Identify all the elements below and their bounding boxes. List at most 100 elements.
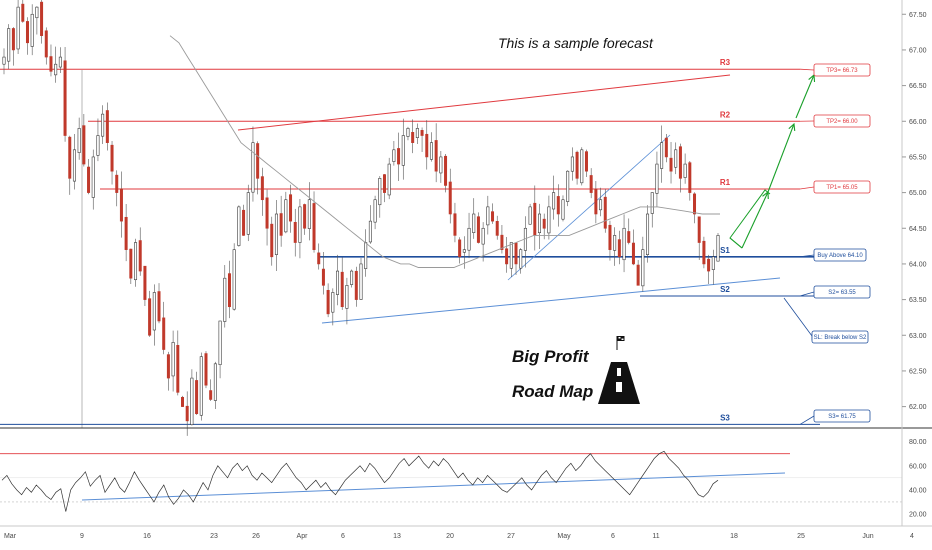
candle-body	[636, 264, 640, 286]
candle-body	[7, 28, 11, 62]
time-tick-label: 11	[652, 533, 659, 540]
candle-body	[303, 204, 307, 229]
candle-body	[185, 405, 189, 422]
candle-body	[533, 202, 537, 236]
candle-body	[58, 56, 62, 68]
candle-body	[204, 353, 208, 386]
level-label-r2: R2	[720, 110, 731, 119]
candle-body	[11, 28, 15, 51]
candle-body	[580, 149, 584, 184]
candle-body	[321, 268, 325, 286]
candle-body	[162, 317, 166, 350]
candle-body	[458, 239, 462, 258]
rising-channel-trendline	[507, 134, 671, 281]
candle-body	[528, 206, 532, 225]
candle-body	[199, 356, 203, 416]
time-tick-label: Apr	[297, 533, 309, 540]
road-icon	[598, 362, 640, 404]
level-label-s1: S1	[720, 246, 730, 255]
level-label-r1: R1	[720, 178, 731, 187]
price-tick-label: 67.00	[909, 47, 927, 54]
candle-body	[495, 221, 499, 236]
forecast-arrow-tp2	[767, 123, 795, 193]
candle-body	[434, 140, 438, 172]
candle-body	[345, 285, 349, 309]
candle-body	[190, 377, 194, 425]
candle-body	[284, 199, 288, 233]
rsi-tick-label: 40.00	[909, 487, 927, 494]
candle-body	[129, 248, 133, 279]
candle-body	[509, 242, 513, 269]
price-tick-label: 62.50	[909, 368, 927, 375]
candle-body	[561, 199, 565, 220]
callout-label-r2: TP2= 66.00	[826, 119, 858, 125]
candle-body	[350, 270, 354, 285]
candle-body	[401, 135, 405, 166]
candle-body	[354, 270, 358, 300]
candle-body	[364, 242, 368, 269]
candle-body	[209, 390, 213, 400]
candle-body	[486, 206, 490, 226]
level-label-r3: R3	[720, 58, 731, 67]
level-label-s2: S2	[720, 285, 730, 294]
candle-body	[251, 142, 255, 193]
lower-support-trendline	[321, 277, 781, 324]
brand-block: This is a sample forecast Big Profit Roa…	[498, 35, 654, 404]
candle-body	[439, 156, 443, 174]
callout-label-r3: TP3= 66.73	[826, 68, 858, 74]
candle-body	[448, 181, 452, 215]
candle-body	[669, 157, 673, 172]
candle-body	[660, 142, 664, 169]
candle-body	[500, 234, 504, 250]
candle-body	[298, 206, 302, 243]
candle-body	[166, 354, 170, 379]
candle-body	[415, 128, 419, 138]
candle-body	[397, 148, 401, 165]
candle-body	[542, 218, 546, 229]
candle-body	[575, 151, 579, 179]
time-tick-label: Jun	[862, 533, 873, 540]
price-tick-label: 64.00	[909, 261, 927, 268]
time-tick-label: 18	[730, 533, 738, 540]
candle-body	[711, 256, 715, 270]
candle-body	[105, 110, 109, 143]
candle-body	[519, 249, 523, 269]
forecast-path	[729, 189, 771, 249]
candle-body	[584, 151, 588, 172]
candle-body	[476, 216, 480, 243]
brand-line-2: Road Map	[512, 382, 593, 401]
support-resistance-levels: R3 R2 R1 S1 S2 S3	[0, 58, 820, 425]
time-tick-label: 6	[611, 533, 615, 540]
time-tick-label: 27	[507, 533, 515, 540]
candle-body	[148, 298, 152, 336]
candle-body	[270, 223, 274, 258]
candle-body	[96, 135, 100, 156]
time-tick-label: 6	[341, 533, 345, 540]
candle-body	[274, 213, 278, 255]
candle-body	[537, 213, 541, 234]
forecast-arrows	[729, 73, 816, 249]
rsi-trendline	[81, 472, 786, 501]
time-tick-label: 9	[80, 533, 84, 540]
candle-body	[77, 128, 81, 153]
candle-body	[119, 188, 123, 222]
candle-body	[631, 242, 635, 265]
brand-line-1: Big Profit	[512, 347, 590, 366]
candle-body	[181, 396, 185, 407]
candle-body	[134, 242, 138, 281]
callout-box	[813, 114, 871, 128]
candle-body	[664, 137, 668, 158]
forecast-arrow-tp3	[795, 74, 815, 119]
candle-body	[683, 163, 687, 178]
callout-pointer	[799, 291, 815, 297]
candle-body	[617, 239, 621, 258]
forecast-arrow-tp1	[741, 191, 769, 249]
candle-body	[603, 196, 607, 229]
candle-body	[87, 166, 91, 193]
candle-body	[646, 213, 650, 256]
candle-body	[622, 227, 626, 261]
price-tick-label: 65.50	[909, 154, 927, 161]
candle-body	[25, 21, 29, 44]
candle-body	[359, 263, 363, 300]
